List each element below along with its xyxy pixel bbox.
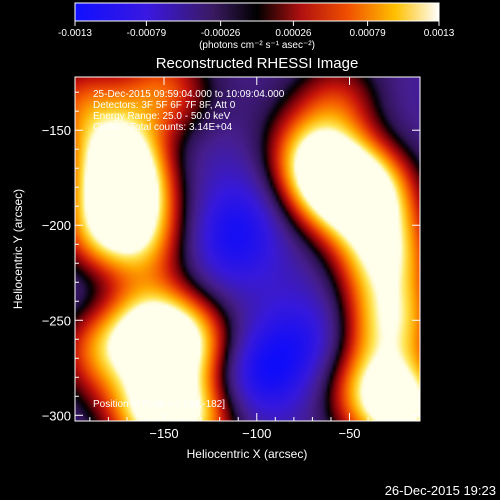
heatmap-image (75, 77, 420, 421)
plot-frame (74, 76, 421, 422)
annotation-peak-position: Position of Peak = [-169,-182] (93, 399, 225, 410)
y-tick-label: −200 (42, 218, 71, 233)
chart-title: Reconstructed RHESSI Image (156, 55, 359, 72)
x-axis-ticks: −150 −100 −50 (89, 77, 406, 441)
colorbar-tick-label: -0.00079 (127, 28, 167, 39)
annotation-clean-counts: Clean Total counts: 3.14E+04 (93, 122, 233, 133)
y-tick-label: −300 (42, 408, 71, 423)
x-tick-label: −150 (149, 426, 178, 441)
colorbar-tick-label: 0.00079 (350, 28, 387, 39)
colorbar-tick-label: -0.0013 (58, 28, 92, 39)
colorbar-tick-label: 0.0013 (424, 28, 455, 39)
plot-area: −150 −100 −50 −150 −200 −250 −300 (42, 76, 421, 441)
annotation-energy-range: Energy Range: 25.0 - 50.0 keV (93, 111, 231, 122)
annotation-time-range: 25-Dec-2015 09:59:04.000 to 10:09:04.000 (93, 89, 285, 100)
colorbar-ticks: -0.0013 -0.00079 -0.00026 0.00026 0.00079 0.0… (58, 21, 455, 39)
x-tick-label: −50 (338, 426, 360, 441)
image-annotations: 25-Dec-2015 09:59:04.000 to 10:09:04.000… (93, 89, 285, 410)
colorbar-gradient (74, 2, 440, 22)
y-tick-label: −250 (42, 313, 71, 328)
footer-timestamp: 26-Dec-2015 19:23 (385, 483, 496, 498)
y-axis-ticks: −150 −200 −250 −300 (42, 91, 420, 423)
colorbar-units-label: (photons cm⁻² s⁻¹ asec⁻²) (199, 40, 315, 51)
colorbar: -0.0013 -0.00079 -0.00026 0.00026 0.00079 0.0… (58, 2, 455, 51)
colorbar-tick-label: -0.00026 (201, 28, 241, 39)
x-tick-label: −100 (242, 426, 271, 441)
annotation-detectors: Detectors: 3F 5F 6F 7F 8F, Att 0 (93, 100, 236, 111)
y-axis-label: Heliocentric Y (arcsec) (11, 189, 25, 309)
colorbar-tick-label: 0.00026 (275, 28, 312, 39)
x-axis-label: Heliocentric X (arcsec) (187, 447, 308, 461)
y-tick-label: −150 (42, 123, 71, 138)
